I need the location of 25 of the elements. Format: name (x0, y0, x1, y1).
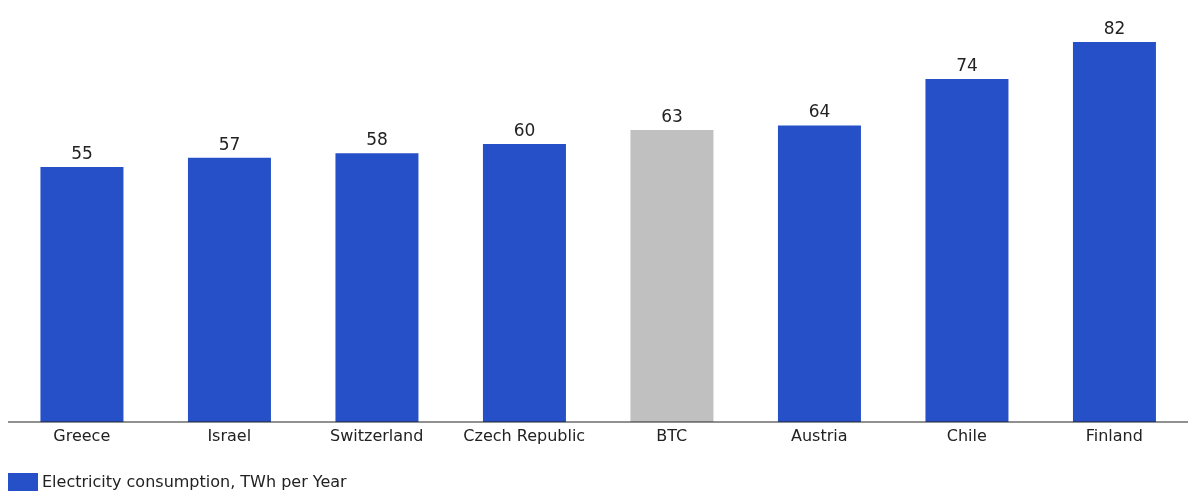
x-tick-label: Chile (946, 426, 987, 446)
x-tick-label: Greece (53, 426, 111, 446)
bar (40, 167, 124, 422)
data-label: 60 (513, 119, 536, 140)
x-tick-label: Austria (790, 426, 848, 446)
legend-label: Electricity consumption, TWh per Year (42, 472, 347, 491)
data-label: 74 (956, 55, 978, 76)
x-tick-label: Israel (207, 426, 252, 446)
data-label: 64 (808, 101, 831, 122)
bar (777, 125, 861, 422)
data-label: 57 (218, 133, 241, 154)
bar (482, 143, 566, 422)
data-label: 63 (661, 106, 683, 127)
x-tick-label: Czech Republic (463, 426, 586, 446)
x-tick-label: Finland (1085, 426, 1143, 446)
bar (335, 153, 419, 422)
bar (630, 130, 714, 422)
data-label: 58 (366, 129, 388, 150)
bar (925, 79, 1009, 422)
bar (1072, 42, 1156, 422)
x-tick-label: BTC (656, 426, 688, 446)
data-label: 82 (1103, 18, 1126, 38)
data-label: 55 (71, 143, 93, 164)
bar (187, 157, 271, 422)
x-tick-label: Switzerland (330, 426, 424, 446)
